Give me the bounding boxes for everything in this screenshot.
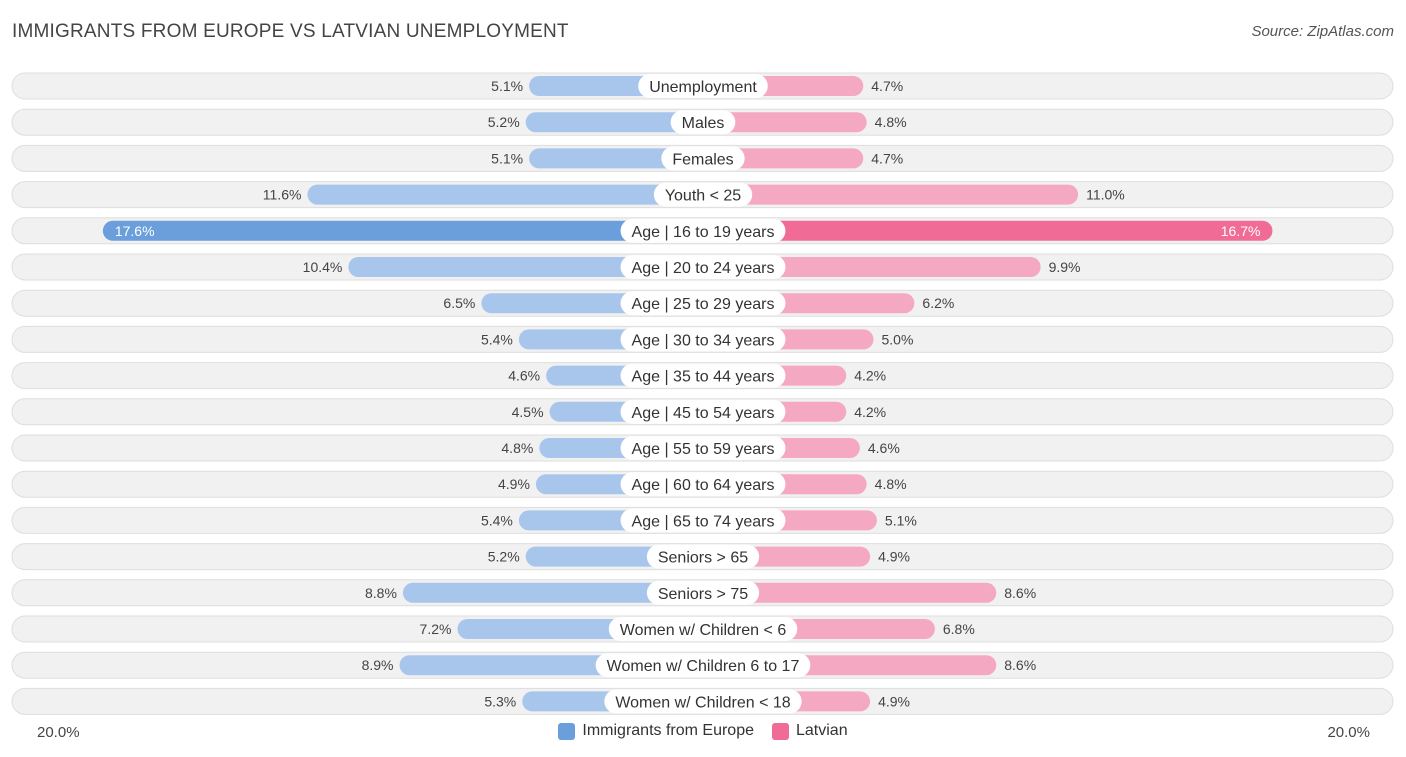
category-label-background bbox=[595, 653, 811, 678]
value-label-latvian: 6.2% bbox=[922, 295, 954, 311]
category-label: Women w/ Children < 6 bbox=[620, 622, 787, 639]
value-label-immigrants: 5.1% bbox=[491, 150, 523, 166]
legend-item-immigrants[interactable]: Immigrants from Europe bbox=[558, 722, 754, 740]
value-label-immigrants: 6.5% bbox=[443, 295, 475, 311]
value-label-latvian: 4.7% bbox=[871, 78, 903, 94]
bar-immigrants bbox=[348, 257, 703, 277]
value-label-latvian: 4.2% bbox=[854, 368, 886, 384]
category-label-background bbox=[620, 255, 786, 279]
value-label-immigrants: 10.4% bbox=[303, 259, 343, 275]
value-label-latvian: 8.6% bbox=[1004, 657, 1036, 673]
value-label-immigrants: 7.2% bbox=[420, 621, 452, 637]
category-label-background bbox=[620, 472, 786, 497]
value-label-latvian: 8.6% bbox=[1004, 585, 1036, 601]
category-label: Age | 35 to 44 years bbox=[632, 369, 775, 386]
category-label: Males bbox=[682, 115, 725, 132]
category-label-background bbox=[670, 110, 736, 135]
value-label-immigrants: 5.2% bbox=[488, 549, 520, 565]
bar-immigrants bbox=[525, 112, 703, 133]
value-label-immigrants: 4.5% bbox=[512, 404, 544, 420]
source-credit: Source: ZipAtlas.com bbox=[1251, 23, 1394, 40]
category-label: Age | 55 to 59 years bbox=[632, 441, 775, 458]
value-label-latvian: 5.0% bbox=[882, 331, 914, 347]
category-label: Age | 65 to 74 years bbox=[632, 513, 775, 530]
value-label-immigrants: 4.9% bbox=[498, 476, 530, 492]
legend-item-latvian[interactable]: Latvian bbox=[772, 722, 848, 740]
value-label-latvian: 4.7% bbox=[871, 150, 903, 166]
bar-latvian bbox=[703, 220, 1273, 241]
category-label-background bbox=[620, 363, 786, 388]
bar-immigrants bbox=[529, 148, 703, 169]
category-label: Age | 60 to 64 years bbox=[632, 477, 775, 494]
bar-latvian bbox=[703, 112, 867, 133]
value-label-immigrants: 17.6% bbox=[115, 223, 155, 239]
value-label-latvian: 11.0% bbox=[1086, 187, 1125, 203]
category-label-background bbox=[620, 508, 786, 533]
chart-title: IMMIGRANTS FROM EUROPE VS LATVIAN UNEMPL… bbox=[12, 21, 569, 42]
value-label-immigrants: 8.9% bbox=[362, 657, 394, 673]
category-label-background bbox=[604, 689, 802, 714]
category-label: Age | 25 to 29 years bbox=[632, 296, 775, 313]
legend: Immigrants from Europe Latvian bbox=[0, 722, 1406, 740]
category-label: Seniors > 75 bbox=[658, 586, 748, 603]
value-label-latvian: 4.9% bbox=[878, 693, 910, 709]
category-label: Women w/ Children 6 to 17 bbox=[607, 658, 800, 675]
value-label-immigrants: 8.8% bbox=[365, 585, 397, 601]
value-label-latvian: 4.9% bbox=[878, 549, 910, 565]
category-label-background bbox=[620, 399, 786, 424]
bar-latvian bbox=[703, 184, 1079, 205]
category-label: Unemployment bbox=[649, 79, 757, 96]
category-label: Youth < 25 bbox=[665, 188, 741, 205]
category-label-background bbox=[608, 617, 798, 641]
category-label-background bbox=[620, 327, 786, 352]
category-label-background bbox=[646, 580, 760, 605]
value-label-latvian: 9.9% bbox=[1049, 259, 1081, 275]
category-label: Age | 45 to 54 years bbox=[632, 405, 775, 422]
category-label: Seniors > 65 bbox=[658, 550, 748, 567]
axis-right-label: 20.0% bbox=[1327, 724, 1370, 741]
category-label-background bbox=[638, 74, 768, 98]
value-label-immigrants: 5.4% bbox=[481, 512, 513, 528]
category-label-background bbox=[646, 544, 760, 569]
value-label-immigrants: 5.1% bbox=[491, 78, 523, 94]
bar-immigrants bbox=[307, 184, 703, 205]
category-label-background bbox=[620, 436, 786, 460]
value-label-immigrants: 5.3% bbox=[484, 693, 516, 709]
value-label-latvian: 16.7% bbox=[1221, 223, 1261, 239]
category-label-background bbox=[661, 146, 745, 171]
legend-swatch-latvian bbox=[772, 722, 789, 740]
category-label: Women w/ Children < 18 bbox=[615, 694, 790, 711]
value-label-immigrants: 5.2% bbox=[488, 114, 520, 130]
value-label-latvian: 6.8% bbox=[943, 621, 975, 637]
category-label: Females bbox=[672, 151, 733, 168]
value-label-latvian: 4.6% bbox=[868, 440, 900, 456]
value-label-immigrants: 5.4% bbox=[481, 331, 513, 347]
category-label-background bbox=[620, 291, 786, 316]
bar-latvian bbox=[703, 582, 997, 603]
category-label: Age | 16 to 19 years bbox=[632, 224, 775, 241]
category-label-background bbox=[653, 182, 753, 207]
bar-immigrants bbox=[102, 220, 704, 241]
axis-left-label: 20.0% bbox=[37, 724, 80, 741]
value-label-latvian: 5.1% bbox=[885, 512, 917, 528]
bar-immigrants bbox=[402, 582, 703, 603]
value-label-immigrants: 4.6% bbox=[508, 368, 540, 384]
legend-swatch-immigrants bbox=[558, 722, 576, 740]
legend-label-immigrants: Immigrants from Europe bbox=[582, 722, 754, 739]
value-label-immigrants: 4.8% bbox=[501, 440, 533, 456]
legend-label-latvian: Latvian bbox=[796, 722, 848, 739]
value-label-latvian: 4.8% bbox=[875, 476, 907, 492]
value-label-latvian: 4.8% bbox=[875, 114, 907, 130]
category-label: Age | 30 to 34 years bbox=[632, 332, 775, 349]
bar-latvian bbox=[703, 257, 1041, 277]
value-label-latvian: 4.2% bbox=[854, 404, 886, 420]
category-label: Age | 20 to 24 years bbox=[632, 260, 775, 277]
category-label-background bbox=[620, 218, 786, 243]
value-label-immigrants: 11.6% bbox=[263, 187, 302, 203]
